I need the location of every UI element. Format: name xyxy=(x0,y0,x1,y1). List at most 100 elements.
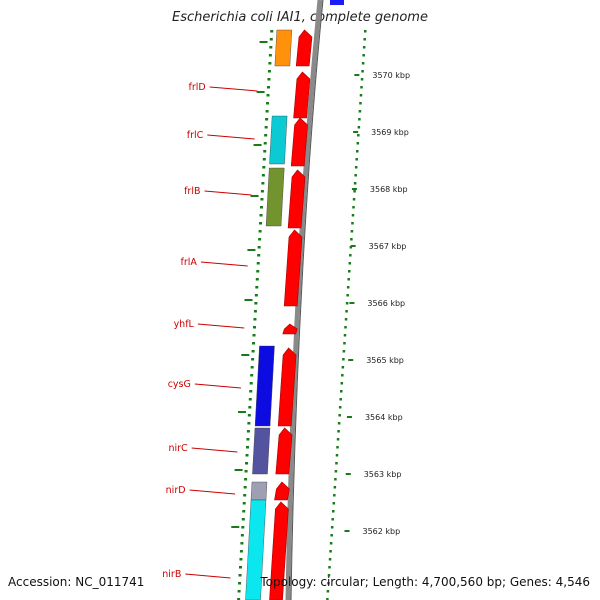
ring-dot xyxy=(257,246,261,249)
ring-dot xyxy=(246,430,250,433)
ring-dot xyxy=(261,174,265,177)
gene-label-nirD: nirD xyxy=(166,485,186,496)
scale-tick-label: 3567 kbp xyxy=(369,242,407,251)
gene-leader-line xyxy=(204,190,252,196)
scale-tick-label: 3568 kbp xyxy=(370,185,408,194)
gene-frlB-block xyxy=(265,167,285,227)
ring-dot xyxy=(329,550,332,553)
strand-arrow xyxy=(293,71,311,119)
ring-dot xyxy=(359,94,363,97)
ring-dot xyxy=(346,294,349,297)
ring-dot xyxy=(353,182,357,185)
ring-dot xyxy=(351,222,354,225)
ring-tick xyxy=(259,41,268,43)
gene-frlC-block xyxy=(269,115,288,165)
ring-dot xyxy=(339,398,342,401)
ring-dot xyxy=(256,270,260,273)
ring-dot xyxy=(342,358,345,361)
scale-tick-label: 3563 kbp xyxy=(364,470,402,479)
scale-tick xyxy=(350,245,356,247)
scale-tick xyxy=(351,188,357,190)
ring-dot xyxy=(264,134,268,137)
ring-dot xyxy=(361,70,364,73)
ring-dot xyxy=(341,374,344,377)
scale-tick-label: 3562 kbp xyxy=(362,527,400,536)
ring-dot xyxy=(249,382,253,385)
ring-dot xyxy=(360,86,363,89)
gene-leader-line xyxy=(194,383,241,389)
ring-dot xyxy=(254,294,258,297)
gene-nirB-block xyxy=(245,499,267,600)
ring-dot xyxy=(257,254,261,257)
gene-feature-edge xyxy=(330,0,344,5)
strand-arrow xyxy=(290,117,308,167)
ring-dot xyxy=(345,302,349,305)
ring-dot xyxy=(250,366,254,369)
ring-dot xyxy=(326,590,330,593)
scale-tick xyxy=(353,131,359,133)
ring-dot xyxy=(254,302,258,305)
ring-dot xyxy=(330,534,333,537)
ring-dot xyxy=(350,238,353,241)
ring-dot xyxy=(252,334,256,337)
gene-label-frlA: frlA xyxy=(181,257,198,268)
ring-dot xyxy=(268,62,272,65)
ring-dot xyxy=(269,38,273,41)
ring-dot xyxy=(338,414,341,417)
gene-leader-line xyxy=(209,86,258,92)
ring-dot xyxy=(347,278,350,281)
ring-dot xyxy=(253,318,257,321)
ring-dot xyxy=(239,550,243,553)
ring-tick xyxy=(241,354,250,356)
ring-dot xyxy=(358,110,362,113)
ring-dot xyxy=(356,142,360,145)
ring-dot xyxy=(252,342,256,345)
gene-nirC-block xyxy=(252,427,271,475)
ring-dot xyxy=(336,446,339,449)
ring-dot xyxy=(348,270,351,273)
ring-dot xyxy=(333,494,336,497)
backbone-shadow xyxy=(290,0,324,600)
strand-arrow xyxy=(269,501,289,600)
ring-dot xyxy=(245,446,249,449)
ring-dot xyxy=(238,582,242,585)
strand-arrow xyxy=(274,481,290,501)
ring-dot xyxy=(264,126,268,129)
ring-dot xyxy=(344,318,348,321)
ring-dot xyxy=(355,158,358,161)
scale-tick xyxy=(349,302,355,304)
ring-dot xyxy=(351,214,355,217)
ring-tick xyxy=(253,144,262,146)
ring-dot xyxy=(337,430,340,433)
ring-dot xyxy=(260,190,264,193)
accession-text: Accession: NC_011741 xyxy=(8,575,145,589)
strand-arrow xyxy=(277,347,297,427)
scale-tick-label: 3564 kbp xyxy=(365,413,403,422)
scale-tick-label: 3565 kbp xyxy=(366,356,404,365)
ring-dot xyxy=(362,46,366,49)
ring-dot xyxy=(244,478,248,481)
ring-dot xyxy=(253,310,257,313)
ring-dot xyxy=(333,486,337,489)
ring-dot xyxy=(247,414,251,417)
ring-dot xyxy=(267,70,271,73)
genome-summary: Topology: circular; Length: 4,700,560 bp… xyxy=(260,575,590,589)
ring-dot xyxy=(249,390,253,393)
ring-dot xyxy=(245,462,249,465)
ring-dot xyxy=(269,46,273,49)
ring-dot xyxy=(345,310,348,313)
ring-dot xyxy=(265,118,269,121)
gene-label-frlD: frlD xyxy=(188,82,205,93)
ring-dot xyxy=(338,406,342,409)
ring-dot xyxy=(327,574,331,577)
gene-frlD-block xyxy=(274,29,293,67)
ring-dot xyxy=(238,574,242,577)
ring-dot xyxy=(240,534,244,537)
gene-label-frlB: frlB xyxy=(184,186,200,197)
ring-dot xyxy=(342,350,346,353)
ring-dot xyxy=(335,462,338,465)
ring-dot xyxy=(363,38,366,41)
ring-dot xyxy=(248,398,252,401)
ring-dot xyxy=(332,502,336,505)
ring-dot xyxy=(267,78,271,81)
